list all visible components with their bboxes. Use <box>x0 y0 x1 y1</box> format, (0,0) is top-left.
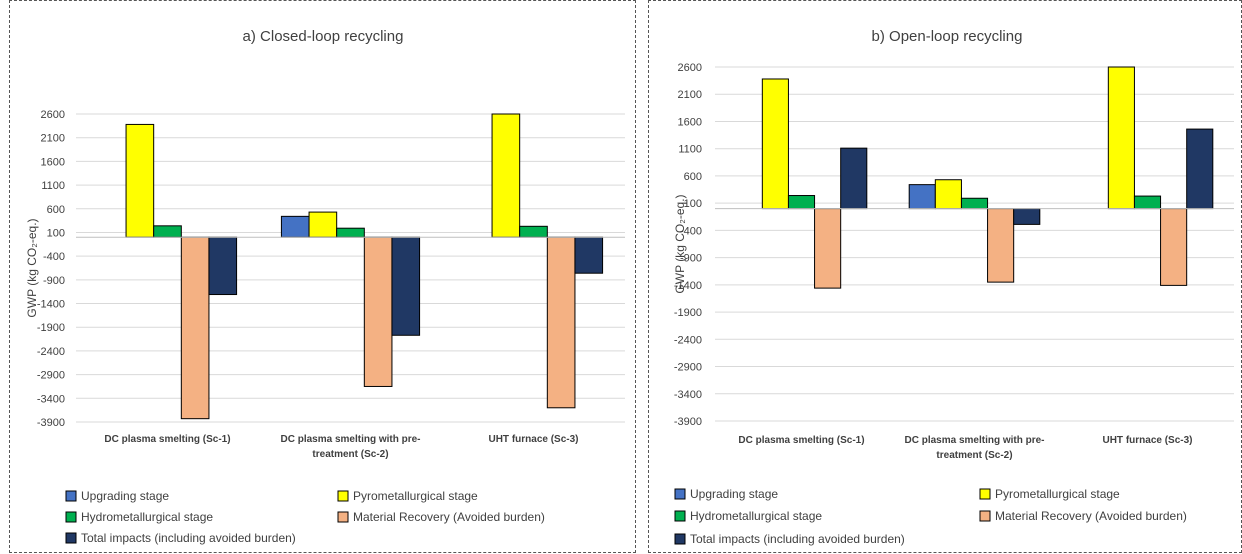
open-loop-category-label-line: DC plasma smelting (Sc-1) <box>738 435 864 446</box>
open-loop-chart-panel: b) Open-loop recycling GWP (kg CO₂-eq.) 26… <box>648 0 1242 553</box>
open-loop-y-tick-label: -900 <box>680 253 702 265</box>
closed-loop-y-tick-label: -2400 <box>37 346 65 358</box>
closed-loop-y-tick-label: -900 <box>43 275 65 287</box>
open-loop-category-label: DC plasma smelting with pre-treatment (S… <box>904 435 1044 461</box>
closed-loop-y-tick-label: 1100 <box>41 180 65 192</box>
open-loop-legend-swatch <box>979 510 991 522</box>
open-loop-y-tick-label: -3900 <box>674 416 702 428</box>
closed-loop-category-label: DC plasma smelting with pre-treatment (S… <box>280 434 420 460</box>
open-loop-bar-pyrometallurgical-stage <box>761 78 789 210</box>
closed-loop-y-tick-label: 2100 <box>41 133 65 145</box>
closed-loop-chart: a) Closed-loop recycling GWP (kg CO₂-eq.)… <box>25 28 625 545</box>
open-loop-y-tick-label: -1900 <box>674 307 702 319</box>
open-loop-y-tick-label: 100 <box>684 198 702 210</box>
closed-loop-bar-material-recovery-avoided-burden <box>363 236 393 387</box>
closed-loop-y-tick-label: -1400 <box>37 299 65 311</box>
closed-loop-y-tick-label: -3400 <box>37 393 65 405</box>
closed-loop-chart-panel: a) Closed-loop recycling GWP (kg CO₂-eq.)… <box>9 0 636 553</box>
closed-loop-legend-swatch <box>337 490 349 502</box>
closed-loop-category-label: UHT furnace (Sc-3) <box>488 434 578 445</box>
open-loop-legend-swatch <box>674 488 686 500</box>
closed-loop-category-label-line: DC plasma smelting with pre- <box>280 434 420 445</box>
open-loop-y-tick-label: 2100 <box>678 89 702 101</box>
closed-loop-legend-label: Hydrometallurgical stage <box>81 510 213 524</box>
closed-loop-bar-total-impacts-including-avoided-burden <box>208 236 238 296</box>
closed-loop-bar-upgrading-stage <box>280 215 310 238</box>
closed-loop-legend-label: Total impacts (including avoided burden) <box>81 531 296 545</box>
closed-loop-bar-hydrometallurgical-stage <box>153 225 182 238</box>
closed-loop-chart-title: a) Closed-loop recycling <box>243 28 404 45</box>
closed-loop-legend-swatch <box>65 490 77 502</box>
open-loop-bar-total-impacts-including-avoided-burden <box>1013 208 1041 225</box>
closed-loop-y-tick-label: -2900 <box>37 370 65 382</box>
closed-loop-y-tick-label: -400 <box>43 251 65 263</box>
closed-loop-y-tick-label: 2600 <box>41 109 65 121</box>
closed-loop-category-label: DC plasma smelting (Sc-1) <box>104 434 230 445</box>
closed-loop-bar-total-impacts-including-avoided-burden <box>574 236 604 274</box>
open-loop-bar-material-recovery-avoided-burden <box>987 208 1015 283</box>
open-loop-legend-swatch <box>674 533 686 545</box>
open-loop-bar-pyrometallurgical-stage <box>1107 66 1135 210</box>
open-loop-bar-total-impacts-including-avoided-burden <box>1186 128 1214 210</box>
closed-loop-y-tick-label: -1900 <box>37 322 65 334</box>
open-loop-y-tick-label: 600 <box>684 171 702 183</box>
closed-loop-category-label-line: DC plasma smelting (Sc-1) <box>104 434 230 445</box>
open-loop-legend-label: Hydrometallurgical stage <box>690 509 822 523</box>
closed-loop-bar-pyrometallurgical-stage <box>308 211 338 238</box>
closed-loop-legend-label: Upgrading stage <box>81 489 169 503</box>
open-loop-bar-pyrometallurgical-stage <box>934 179 962 210</box>
closed-loop-bar-pyrometallurgical-stage <box>491 113 521 238</box>
open-loop-bar-material-recovery-avoided-burden <box>814 208 842 289</box>
open-loop-legend-label: Total impacts (including avoided burden) <box>690 532 905 546</box>
closed-loop-bar-material-recovery-avoided-burden <box>180 236 210 420</box>
open-loop-bar-hydrometallurgical-stage <box>787 195 816 210</box>
open-loop-bar-hydrometallurgical-stage <box>1133 195 1162 210</box>
open-loop-legend-label: Pyrometallurgical stage <box>995 487 1120 501</box>
closed-loop-y-tick-label: -3900 <box>37 417 65 429</box>
open-loop-y-tick-label: 1600 <box>678 116 702 128</box>
open-loop-y-tick-label: -400 <box>680 225 702 237</box>
closed-loop-y-tick-label: 600 <box>47 204 65 216</box>
open-loop-category-label: DC plasma smelting (Sc-1) <box>738 435 864 446</box>
open-loop-bar-upgrading-stage <box>908 184 936 210</box>
closed-loop-bar-hydrometallurgical-stage <box>336 227 365 238</box>
open-loop-legend-swatch <box>979 488 991 500</box>
open-loop-y-tick-label: 2600 <box>678 62 702 74</box>
closed-loop-bar-pyrometallurgical-stage <box>125 123 155 238</box>
open-loop-legend-label: Material Recovery (Avoided burden) <box>995 509 1187 523</box>
open-loop-y-axis-label: GWP (kg CO₂-eq.) <box>673 194 687 293</box>
closed-loop-legend-label: Material Recovery (Avoided burden) <box>353 510 545 524</box>
open-loop-category-label-line: DC plasma smelting with pre- <box>904 435 1044 446</box>
open-loop-category-label-line: treatment (Sc-2) <box>936 450 1012 461</box>
closed-loop-legend-label: Pyrometallurgical stage <box>353 489 478 503</box>
open-loop-chart-title: b) Open-loop recycling <box>872 28 1023 45</box>
closed-loop-y-tick-label: 1600 <box>41 156 65 168</box>
open-loop-legend-swatch <box>674 510 686 522</box>
open-loop-legend-label: Upgrading stage <box>690 487 778 501</box>
open-loop-y-tick-label: -2900 <box>674 362 702 374</box>
open-loop-category-label-line: UHT furnace (Sc-3) <box>1102 435 1192 446</box>
open-loop-bar-total-impacts-including-avoided-burden <box>840 147 868 210</box>
closed-loop-bar-total-impacts-including-avoided-burden <box>391 236 421 336</box>
closed-loop-legend-swatch <box>65 511 77 523</box>
closed-loop-category-label-line: UHT furnace (Sc-3) <box>488 434 578 445</box>
closed-loop-category-label-line: treatment (Sc-2) <box>312 449 388 460</box>
open-loop-bar-material-recovery-avoided-burden <box>1160 208 1188 286</box>
open-loop-y-tick-label: -1400 <box>674 280 702 292</box>
open-loop-y-tick-label: 1100 <box>678 144 702 156</box>
closed-loop-y-axis-label: GWP (kg CO₂-eq.) <box>25 218 39 317</box>
closed-loop-legend-swatch <box>337 511 349 523</box>
open-loop-category-label: UHT furnace (Sc-3) <box>1102 435 1192 446</box>
closed-loop-bar-material-recovery-avoided-burden <box>546 236 576 409</box>
open-loop-y-tick-label: -3400 <box>674 389 702 401</box>
open-loop-y-tick-label: -2400 <box>674 334 702 346</box>
closed-loop-bar-hydrometallurgical-stage <box>519 225 548 238</box>
closed-loop-y-tick-label: 100 <box>47 227 65 239</box>
open-loop-chart: b) Open-loop recycling GWP (kg CO₂-eq.) 26… <box>673 28 1234 546</box>
closed-loop-legend-swatch <box>65 532 77 544</box>
open-loop-bar-hydrometallurgical-stage <box>960 197 989 210</box>
